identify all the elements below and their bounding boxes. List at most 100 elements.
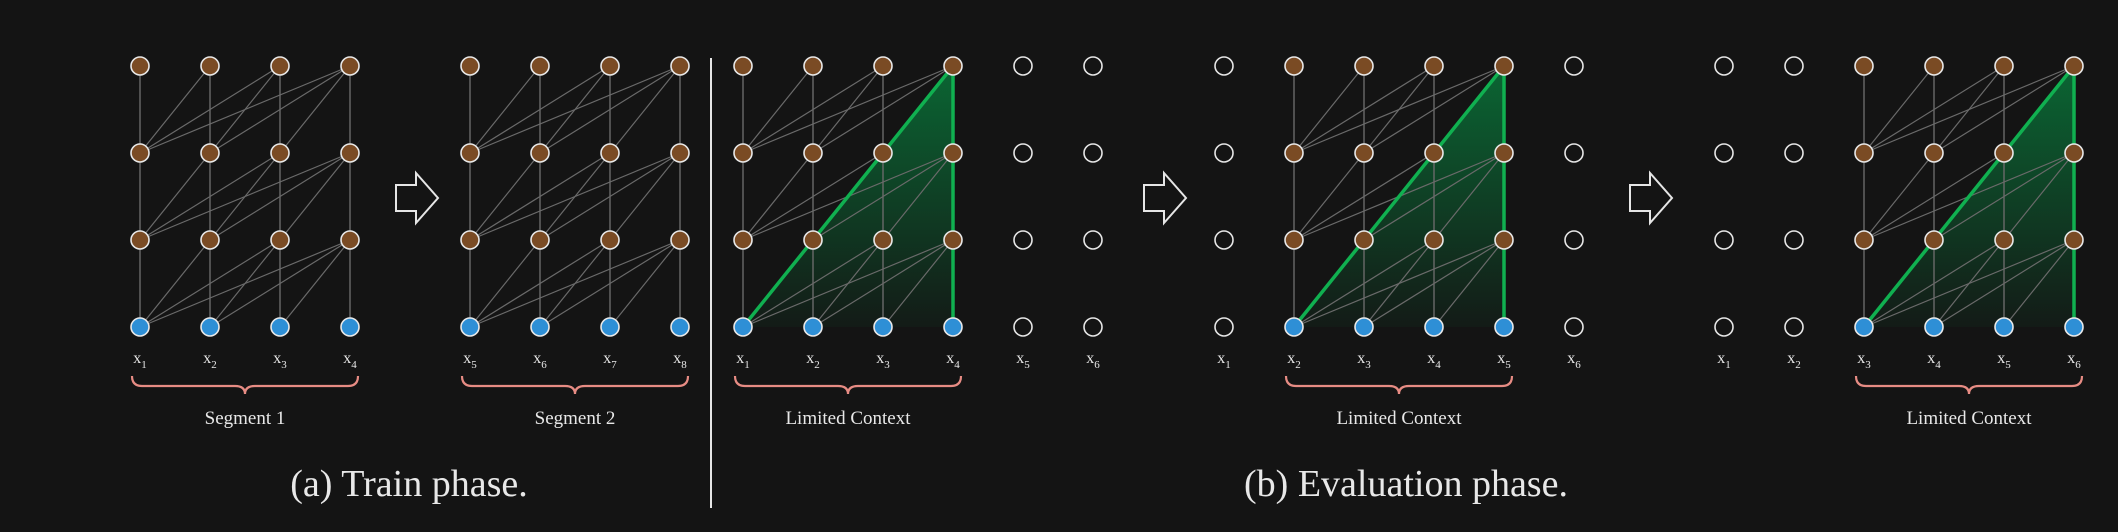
token-label: x6 (2067, 350, 2081, 371)
panel-eval-step-2: x1 x2 x3 x4 x5 x6 Limited Context (1214, 56, 1584, 429)
hidden-node (600, 230, 620, 250)
empty-node (1214, 317, 1234, 337)
hidden-node (1354, 143, 1374, 163)
edge (279, 239, 351, 328)
hidden-node (733, 56, 753, 76)
eval-phase-caption: (b) Evaluation phase. (1244, 463, 1568, 505)
input-node (200, 317, 220, 337)
empty-node (1564, 230, 1584, 250)
empty-node (1564, 143, 1584, 163)
hidden-node (873, 230, 893, 250)
hidden-node (1994, 56, 2014, 76)
hidden-node (530, 143, 550, 163)
right-arrow-outline-icon (395, 170, 440, 226)
hidden-node (943, 56, 963, 76)
hidden-node (803, 56, 823, 76)
edge (742, 152, 814, 241)
edge (1433, 239, 1505, 328)
input-node (530, 317, 550, 337)
hidden-node (200, 230, 220, 250)
hidden-node (1354, 56, 1374, 76)
token-label: x6 (533, 350, 547, 371)
token-label: x4 (1427, 350, 1441, 371)
token-label: x3 (1357, 350, 1371, 371)
empty-node (1714, 56, 1734, 76)
empty-node (1013, 56, 1033, 76)
token-label: x7 (603, 350, 617, 371)
edge (539, 152, 611, 241)
hidden-node (130, 56, 150, 76)
token-label: x2 (1787, 350, 1801, 371)
input-node (670, 317, 690, 337)
hidden-node (340, 56, 360, 76)
hidden-node (270, 230, 290, 250)
edge (1363, 65, 1435, 154)
input-node (2064, 317, 2084, 337)
token-label: x2 (203, 350, 217, 371)
token-label: x1 (736, 350, 750, 371)
panel-train-segment-2: x5 x6 x7 x8 Segment 2 (460, 56, 690, 429)
hidden-node (1854, 230, 1874, 250)
hidden-node (270, 56, 290, 76)
token-label: x5 (1016, 350, 1030, 371)
hidden-node (803, 143, 823, 163)
empty-node (1083, 230, 1103, 250)
right-arrow-outline-icon (1629, 170, 1674, 226)
edge (1933, 239, 2005, 328)
input-node (460, 317, 480, 337)
hidden-node (1924, 230, 1944, 250)
input-node (1494, 317, 1514, 337)
hidden-node (600, 56, 620, 76)
hidden-node (270, 143, 290, 163)
hidden-node (460, 143, 480, 163)
empty-node (1083, 143, 1103, 163)
hidden-node (1924, 56, 1944, 76)
empty-node (1784, 230, 1804, 250)
token-label: x6 (1086, 350, 1100, 371)
hidden-node (670, 230, 690, 250)
token-label: x1 (133, 350, 147, 371)
panel-eval-step-3: x1 x2 x3 x4 x5 x6 Limited Context (1714, 56, 2084, 429)
hidden-node (1924, 143, 1944, 163)
input-node (270, 317, 290, 337)
hidden-node (1284, 56, 1304, 76)
edge (812, 65, 884, 154)
edge (742, 65, 814, 154)
edge (1863, 65, 1935, 154)
hidden-node (1854, 143, 1874, 163)
hidden-node (1494, 230, 1514, 250)
hidden-node (460, 230, 480, 250)
input-node (1424, 317, 1444, 337)
empty-node (1784, 317, 1804, 337)
edge (812, 239, 884, 328)
edge (279, 65, 351, 154)
hidden-node (1424, 56, 1444, 76)
input-node (943, 317, 963, 337)
hidden-node (460, 56, 480, 76)
empty-node (1784, 56, 1804, 76)
brace (1284, 375, 1514, 395)
hidden-node (600, 143, 620, 163)
edge (469, 239, 541, 328)
edge (2003, 152, 2075, 241)
hidden-node (200, 143, 220, 163)
hidden-node (2064, 230, 2084, 250)
edges (469, 65, 681, 328)
edge (1433, 152, 1505, 241)
input-node (1924, 317, 1944, 337)
edge (1933, 65, 2005, 154)
input-node (1994, 317, 2014, 337)
token-label: x6 (1567, 350, 1581, 371)
edge (539, 65, 611, 154)
hidden-node (943, 230, 963, 250)
token-label: x8 (673, 350, 687, 371)
empty-node (1013, 230, 1033, 250)
hidden-node (340, 230, 360, 250)
brace (733, 375, 963, 395)
edge (139, 152, 211, 241)
input-node (340, 317, 360, 337)
brace-label: Limited Context (1906, 408, 2032, 429)
token-label: x2 (806, 350, 820, 371)
hidden-node (1354, 230, 1374, 250)
